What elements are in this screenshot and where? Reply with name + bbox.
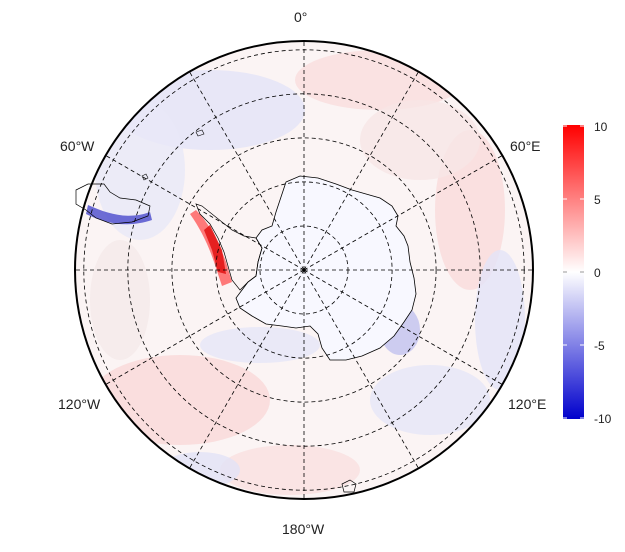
colorbar-tick-label: 0	[594, 266, 601, 280]
colorbar-tick-label: -5	[594, 339, 605, 353]
latitude-circle	[215, 181, 393, 359]
island	[341, 479, 357, 493]
island	[141, 173, 149, 181]
label-180w: 180°W	[282, 521, 325, 537]
south-america-tip	[75, 183, 151, 225]
meridian-line	[303, 155, 503, 271]
colorbar-ticks	[563, 125, 584, 419]
meridian-line	[189, 71, 305, 271]
colorbar-tick-label: 5	[594, 193, 601, 207]
latitude-circle	[171, 137, 437, 403]
label-120w: 120°W	[58, 396, 101, 412]
colorbar-tick-label: 10	[594, 120, 608, 134]
graticule	[75, 41, 533, 499]
meridian-line	[303, 269, 419, 469]
label-0: 0°	[294, 9, 308, 25]
meridian-line	[189, 269, 305, 469]
map-frame	[74, 40, 534, 500]
colorbar-tick-label: -10	[594, 412, 612, 426]
label-60w: 60°W	[60, 138, 95, 154]
label-120e: 120°E	[508, 396, 547, 412]
antarctic-peninsula	[195, 203, 263, 291]
island	[195, 129, 205, 137]
meridian-line	[303, 71, 419, 271]
meridian-line	[303, 269, 503, 385]
colorbar	[563, 125, 584, 419]
label-60e: 60°E	[510, 138, 541, 154]
meridian-line	[105, 155, 305, 271]
meridian-line	[105, 269, 305, 385]
